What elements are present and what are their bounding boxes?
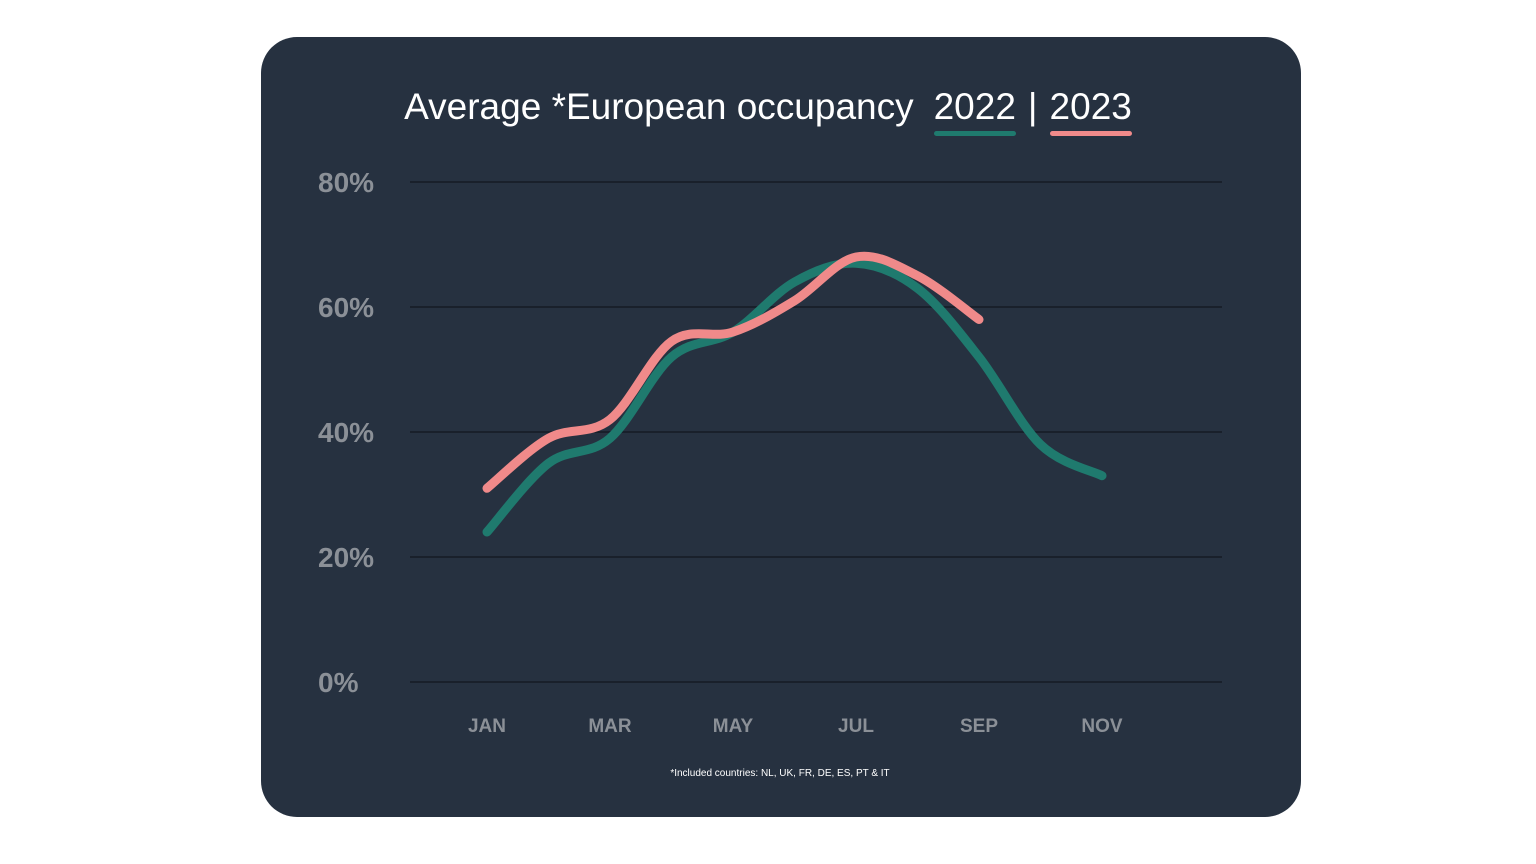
x-axis-ticks: JAN MAR MAY JUL SEP NOV (468, 716, 1123, 737)
legend-2023-label: 2023 (1049, 86, 1132, 127)
footnote: *Included countries: NL, UK, FR, DE, ES,… (670, 768, 890, 779)
x-tick-label: MAY (713, 716, 754, 737)
x-tick-label: MAR (588, 716, 632, 737)
series-lines (482, 251, 1107, 537)
y-tick-label: 60% (318, 292, 374, 323)
x-tick-label: JAN (468, 716, 506, 737)
legend-2022-label: 2022 (933, 86, 1016, 127)
x-tick-label: JUL (838, 716, 874, 737)
y-tick-label: 40% (318, 417, 374, 448)
legend-2022-swatch (933, 131, 1016, 136)
chart-title: Average *European occupancy 2022 | 2023 (0, 86, 1536, 136)
series-line-2023 (482, 251, 984, 493)
legend-2023: 2023 (1049, 86, 1132, 136)
y-axis-ticks: 0% 20% 40% 60% 80% (318, 167, 374, 698)
x-tick-label: SEP (960, 716, 998, 737)
series-line-2022 (482, 258, 1107, 537)
x-tick-label: NOV (1081, 716, 1123, 737)
y-tick-label: 80% (318, 167, 374, 198)
grid-lines (410, 181, 1222, 683)
legend-2022: 2022 (933, 86, 1016, 136)
y-tick-label: 0% (318, 667, 359, 698)
legend-separator: | (1027, 86, 1038, 127)
chart-title-text: Average *European occupancy (404, 86, 914, 127)
legend-2023-swatch (1049, 131, 1132, 136)
chart-card (261, 37, 1301, 817)
y-tick-label: 20% (318, 542, 374, 573)
